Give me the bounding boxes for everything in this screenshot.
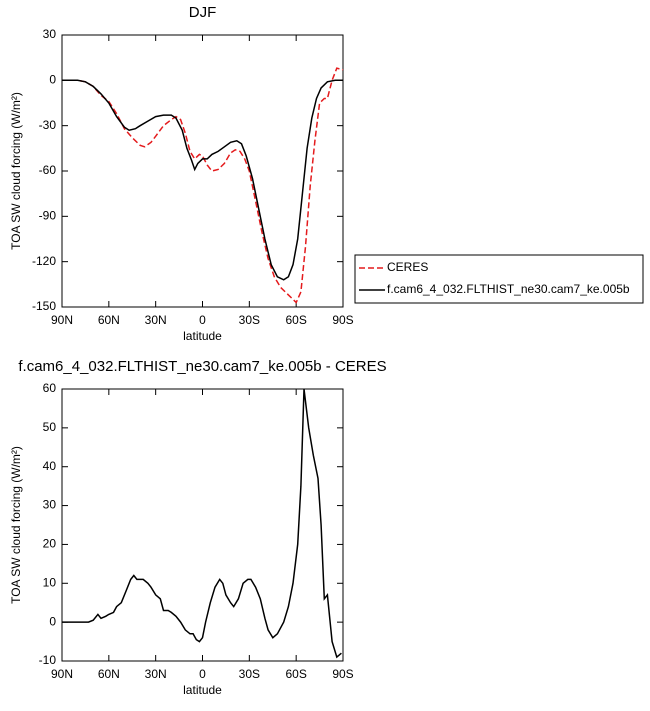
y-tick-label: -10 xyxy=(39,653,57,667)
chart-title: DJF xyxy=(189,4,217,21)
y-tick-label: 50 xyxy=(43,420,57,434)
plot-frame xyxy=(61,388,344,662)
y-tick-label: 0 xyxy=(49,73,56,87)
y-tick-label: 10 xyxy=(43,575,57,589)
x-tick-label: 90S xyxy=(332,667,353,681)
x-axis-label: latitude xyxy=(183,683,222,697)
y-tick-label: -150 xyxy=(32,299,56,313)
x-tick-label: 60N xyxy=(98,667,120,681)
y-axis-label: TOA SW cloud forcing (W/m²) xyxy=(9,92,23,250)
y-tick-label: 0 xyxy=(49,614,56,628)
y-axis-label: TOA SW cloud forcing (W/m²) xyxy=(9,446,23,604)
x-tick-label: 30S xyxy=(239,313,260,327)
y-tick-label: -30 xyxy=(39,118,57,132)
data-line xyxy=(62,79,343,281)
data-line xyxy=(62,388,342,659)
x-tick-label: 90S xyxy=(332,313,353,327)
x-tick-label: 30S xyxy=(239,667,260,681)
x-tick-label: 30N xyxy=(145,667,167,681)
data-line xyxy=(62,67,344,304)
y-tick-label: -60 xyxy=(39,163,57,177)
chart-title: f.cam6_4_032.FLTHIST_ne30.cam7_ke.005b -… xyxy=(18,358,386,375)
y-tick-label: 20 xyxy=(43,537,57,551)
legend-label: CERES xyxy=(387,260,428,274)
legend-label: f.cam6_4_032.FLTHIST_ne30.cam7_ke.005b xyxy=(387,282,630,296)
x-tick-label: 30N xyxy=(145,313,167,327)
x-tick-label: 60S xyxy=(285,667,306,681)
x-tick-label: 90N xyxy=(51,667,73,681)
y-tick-label: 30 xyxy=(43,27,57,41)
y-tick-label: 30 xyxy=(43,498,57,512)
plot-frame xyxy=(61,34,344,308)
legend-box xyxy=(354,254,644,304)
x-tick-label: 60S xyxy=(285,313,306,327)
x-tick-label: 60N xyxy=(98,313,120,327)
x-axis-label: latitude xyxy=(183,329,222,343)
y-tick-label: 40 xyxy=(43,459,57,473)
x-tick-label: 90N xyxy=(51,313,73,327)
y-tick-label: -90 xyxy=(39,209,57,223)
x-tick-label: 0 xyxy=(199,667,206,681)
y-tick-label: -120 xyxy=(32,254,56,268)
y-tick-label: 60 xyxy=(43,381,57,395)
x-tick-label: 0 xyxy=(199,313,206,327)
